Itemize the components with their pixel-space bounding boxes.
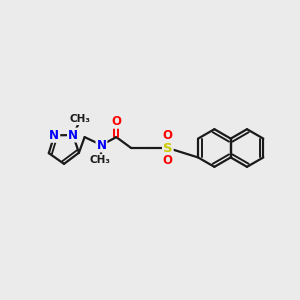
Text: N: N bbox=[97, 139, 106, 152]
Text: O: O bbox=[163, 129, 173, 142]
Text: N: N bbox=[68, 129, 78, 142]
Text: CH₃: CH₃ bbox=[69, 114, 90, 124]
Text: CH₃: CH₃ bbox=[90, 155, 111, 165]
Text: O: O bbox=[111, 115, 121, 128]
Text: O: O bbox=[163, 154, 173, 167]
Text: N: N bbox=[49, 129, 59, 142]
Text: S: S bbox=[163, 142, 172, 154]
